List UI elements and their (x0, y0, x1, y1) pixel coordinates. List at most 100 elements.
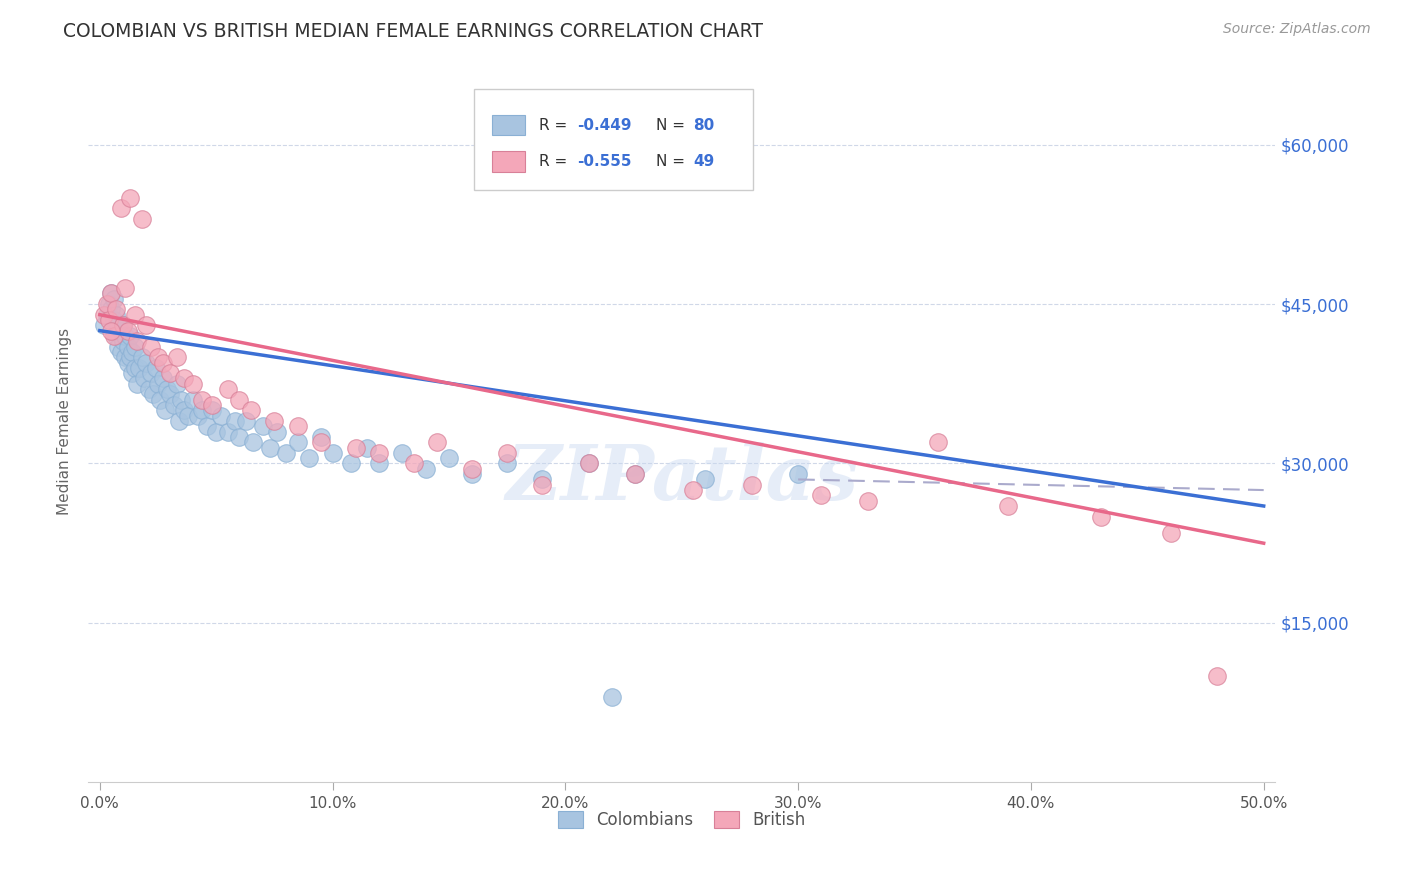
Point (100, 286, 122, 301)
Point (191, 392, 214, 407)
Point (578, 457, 600, 471)
Point (110, 202, 132, 216)
Point (163, 398, 186, 412)
Point (121, 366, 143, 380)
Text: Source: ZipAtlas.com: Source: ZipAtlas.com (1223, 22, 1371, 37)
Point (170, 392, 193, 407)
Point (426, 435, 449, 450)
Point (124, 360, 146, 375)
Point (259, 441, 281, 455)
Point (578, 457, 600, 471)
Point (741, 477, 763, 491)
Point (146, 376, 169, 391)
Text: COLOMBIAN VS BRITISH MEDIAN FEMALE EARNINGS CORRELATION CHART: COLOMBIAN VS BRITISH MEDIAN FEMALE EARNI… (63, 22, 763, 41)
Text: 49: 49 (693, 154, 714, 169)
Point (181, 392, 204, 407)
Point (624, 467, 647, 482)
Point (114, 329, 136, 343)
Point (209, 409, 232, 423)
Text: -0.555: -0.555 (578, 154, 631, 169)
Point (110, 324, 132, 338)
Point (103, 329, 125, 343)
Point (135, 318, 157, 333)
Point (173, 371, 195, 385)
Point (128, 360, 150, 375)
Point (173, 403, 195, 417)
Point (810, 488, 832, 502)
Point (146, 350, 169, 364)
Point (117, 340, 139, 354)
Legend: Colombians, British: Colombians, British (551, 804, 811, 836)
Point (1090, 509, 1112, 524)
Point (152, 355, 174, 369)
Point (217, 382, 239, 396)
Text: -0.449: -0.449 (578, 118, 631, 133)
Point (149, 392, 172, 407)
Point (105, 329, 128, 343)
Point (997, 499, 1019, 513)
Point (228, 392, 250, 407)
FancyBboxPatch shape (474, 88, 754, 190)
Point (153, 403, 176, 417)
Point (98, 313, 121, 327)
Point (263, 414, 285, 428)
Point (167, 414, 190, 428)
Point (166, 350, 188, 364)
Point (118, 350, 141, 364)
Point (118, 191, 141, 205)
Point (531, 472, 554, 486)
Point (298, 451, 321, 466)
Point (252, 419, 274, 434)
Point (156, 382, 179, 396)
Point (100, 286, 122, 301)
Point (114, 281, 136, 295)
Point (93, 308, 115, 322)
Point (125, 334, 148, 349)
Point (107, 340, 129, 354)
Point (496, 457, 519, 471)
Point (166, 376, 188, 391)
Point (142, 387, 165, 401)
Point (356, 441, 378, 455)
Point (344, 441, 367, 455)
Point (322, 446, 344, 460)
Point (100, 324, 122, 338)
Point (118, 329, 141, 343)
Point (242, 435, 264, 450)
Point (159, 366, 181, 380)
Bar (492, 115, 524, 136)
Text: N =: N = (655, 154, 689, 169)
Point (391, 446, 413, 460)
Point (437, 451, 460, 466)
Point (107, 318, 129, 333)
Point (138, 382, 160, 396)
Point (693, 472, 716, 486)
Point (135, 355, 157, 369)
Text: R =: R = (540, 154, 572, 169)
Point (132, 371, 155, 385)
Point (181, 376, 204, 391)
Text: R =: R = (540, 118, 572, 133)
Point (402, 457, 425, 471)
Text: N =: N = (655, 118, 689, 133)
Point (415, 462, 437, 476)
Point (600, 690, 623, 705)
Point (100, 302, 122, 317)
Point (152, 371, 174, 385)
Point (266, 425, 288, 439)
Point (191, 403, 214, 417)
Text: ZIPatlas: ZIPatlas (505, 442, 858, 516)
Text: 80: 80 (693, 118, 714, 133)
Point (96, 297, 118, 311)
Point (309, 430, 332, 444)
Point (287, 435, 309, 450)
Point (124, 308, 146, 322)
Point (461, 462, 484, 476)
Point (105, 302, 128, 317)
Point (117, 324, 139, 338)
Point (110, 344, 132, 359)
Point (496, 446, 519, 460)
Point (274, 446, 297, 460)
Point (1206, 669, 1229, 683)
Y-axis label: Median Female Earnings: Median Female Earnings (58, 327, 72, 515)
